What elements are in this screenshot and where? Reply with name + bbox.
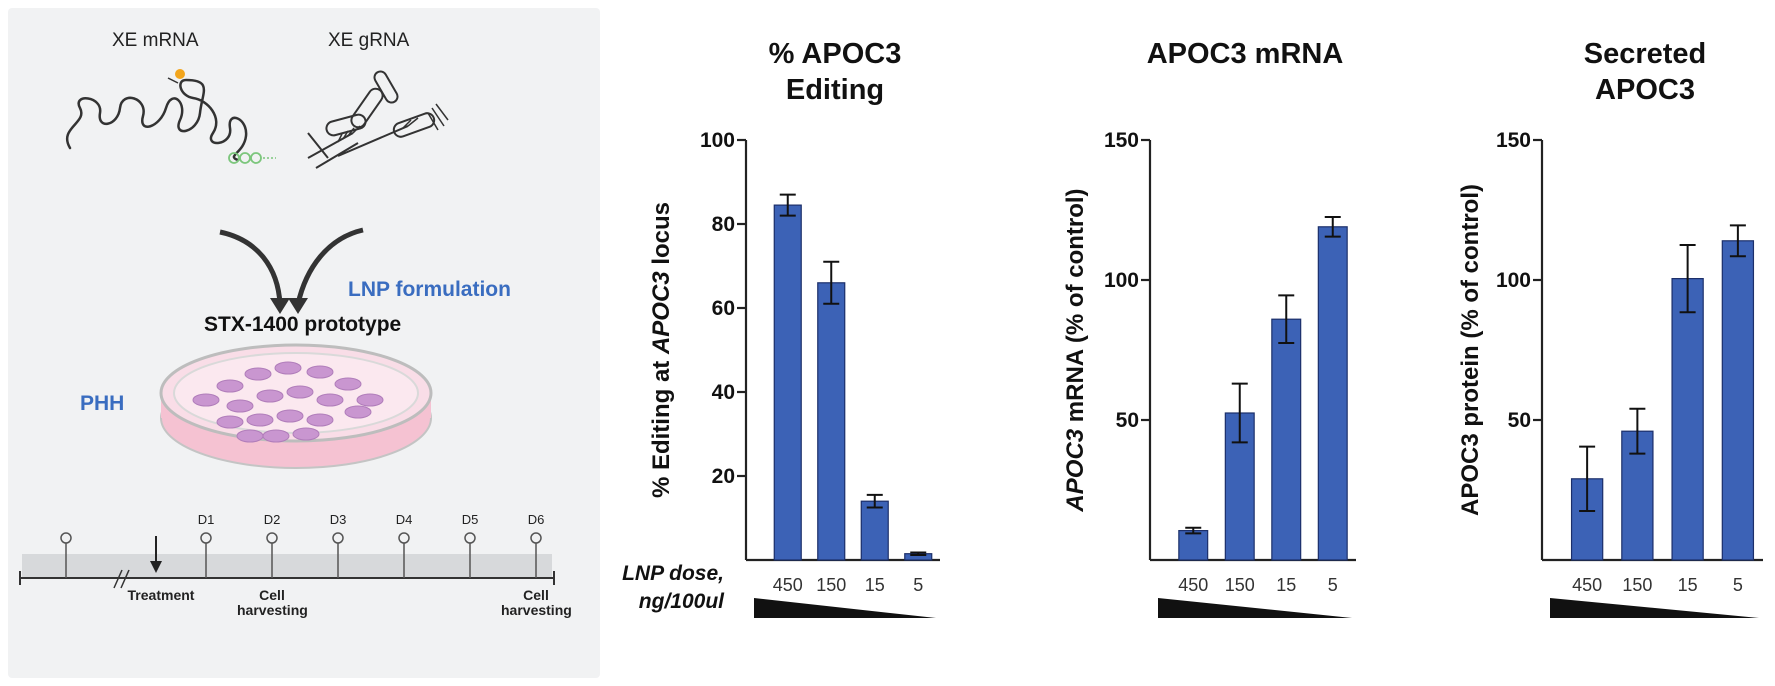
bar [1271, 318, 1302, 561]
chart-3: Secreted APOC3 APOC3 protein (% of control… [1457, 38, 1763, 618]
y-tick-label: 100 [1496, 269, 1531, 292]
timeline-day-4: D4 [395, 512, 413, 527]
bar [1178, 529, 1209, 561]
cell-harvesting-label-d2: Cell harvesting [237, 587, 308, 618]
chart-title: APOC3 [1595, 74, 1695, 106]
x-tick-label: 5 [913, 575, 923, 595]
dose-label-line1: LNP dose, [622, 562, 724, 585]
y-tick-label: 150 [1496, 129, 1531, 152]
timeline-day-6: D6 [527, 512, 545, 527]
left-arrow-icon [219, 229, 283, 305]
bar [1671, 278, 1704, 561]
x-tick-label: 150 [816, 575, 846, 595]
mrna-cap-icon [175, 69, 185, 79]
y-tick-label: 100 [700, 129, 735, 152]
dose-wedge-icon [1550, 598, 1759, 618]
dose-label-line2: ng/100ul [639, 590, 725, 613]
y-tick-label: 100 [1104, 269, 1139, 292]
timeline [19, 532, 555, 589]
x-tick-label: 450 [1178, 575, 1208, 595]
chart-title: APOC3 mRNA [1147, 38, 1344, 70]
x-tick-label: 5 [1733, 575, 1743, 595]
y-axis-label: APOC3 mRNA (% of control) [1062, 188, 1089, 512]
chart-2: APOC3 mRNA APOC3 mRNA (% of control) 50 100… [1062, 38, 1356, 618]
bar [773, 204, 802, 561]
prototype-label: STX-1400 prototype [204, 313, 402, 336]
lnp-formulation-label: LNP formulation [348, 278, 511, 301]
timeline-day-1: D1 [197, 512, 215, 527]
x-tick-label: 150 [1225, 575, 1255, 595]
y-tick-label: 80 [712, 213, 735, 236]
xe-mrna-label: XE mRNA [112, 30, 199, 51]
x-tick-label: 15 [865, 575, 885, 595]
timeline-day-3: D3 [329, 512, 347, 527]
y-tick-label: 150 [1104, 129, 1139, 152]
petri-dish-icon [159, 343, 433, 469]
chart-title: Editing [786, 74, 884, 106]
y-tick-label: 60 [712, 297, 735, 320]
grna-icon [307, 70, 449, 169]
schematic-panel: XE mRNA XE gRNA [8, 8, 600, 678]
cell-harvesting-label-d6: Cell harvesting [501, 587, 572, 618]
y-tick-label: 50 [1116, 409, 1139, 432]
y-tick-label: 40 [712, 381, 735, 404]
y-tick-label: 50 [1508, 409, 1531, 432]
schematic-illustration [19, 69, 555, 589]
x-tick-label: 450 [773, 575, 803, 595]
xe-grna-label: XE gRNA [328, 30, 410, 51]
mrna-strand-icon [66, 78, 248, 162]
x-tick-label: 450 [1572, 575, 1602, 595]
x-tick-label: 150 [1622, 575, 1652, 595]
bar [817, 282, 846, 561]
dose-wedge-icon [754, 598, 936, 618]
dose-wedge-icon [1158, 598, 1352, 618]
treatment-label: Treatment [127, 587, 195, 603]
chart-title: Secreted [1584, 38, 1707, 70]
x-tick-label: 15 [1276, 575, 1296, 595]
timeline-day-2: D2 [263, 512, 281, 527]
timeline-day-5: D5 [461, 512, 479, 527]
phh-label: PHH [80, 392, 125, 415]
x-tick-label: 5 [1328, 575, 1338, 595]
x-tick-label: 15 [1678, 575, 1698, 595]
bar [860, 500, 889, 561]
y-tick-label: 20 [712, 465, 735, 488]
chart-1: % APOC3 Editing % Editing at APOC3 locus 20… [648, 38, 940, 618]
bar [1317, 226, 1348, 561]
chart-title: % APOC3 [769, 38, 902, 70]
y-axis-label: APOC3 protein (% of control) [1457, 184, 1484, 516]
right-arrow-icon [295, 227, 364, 305]
bar [1721, 240, 1755, 561]
y-axis-label: % Editing at APOC3 locus [648, 202, 675, 498]
